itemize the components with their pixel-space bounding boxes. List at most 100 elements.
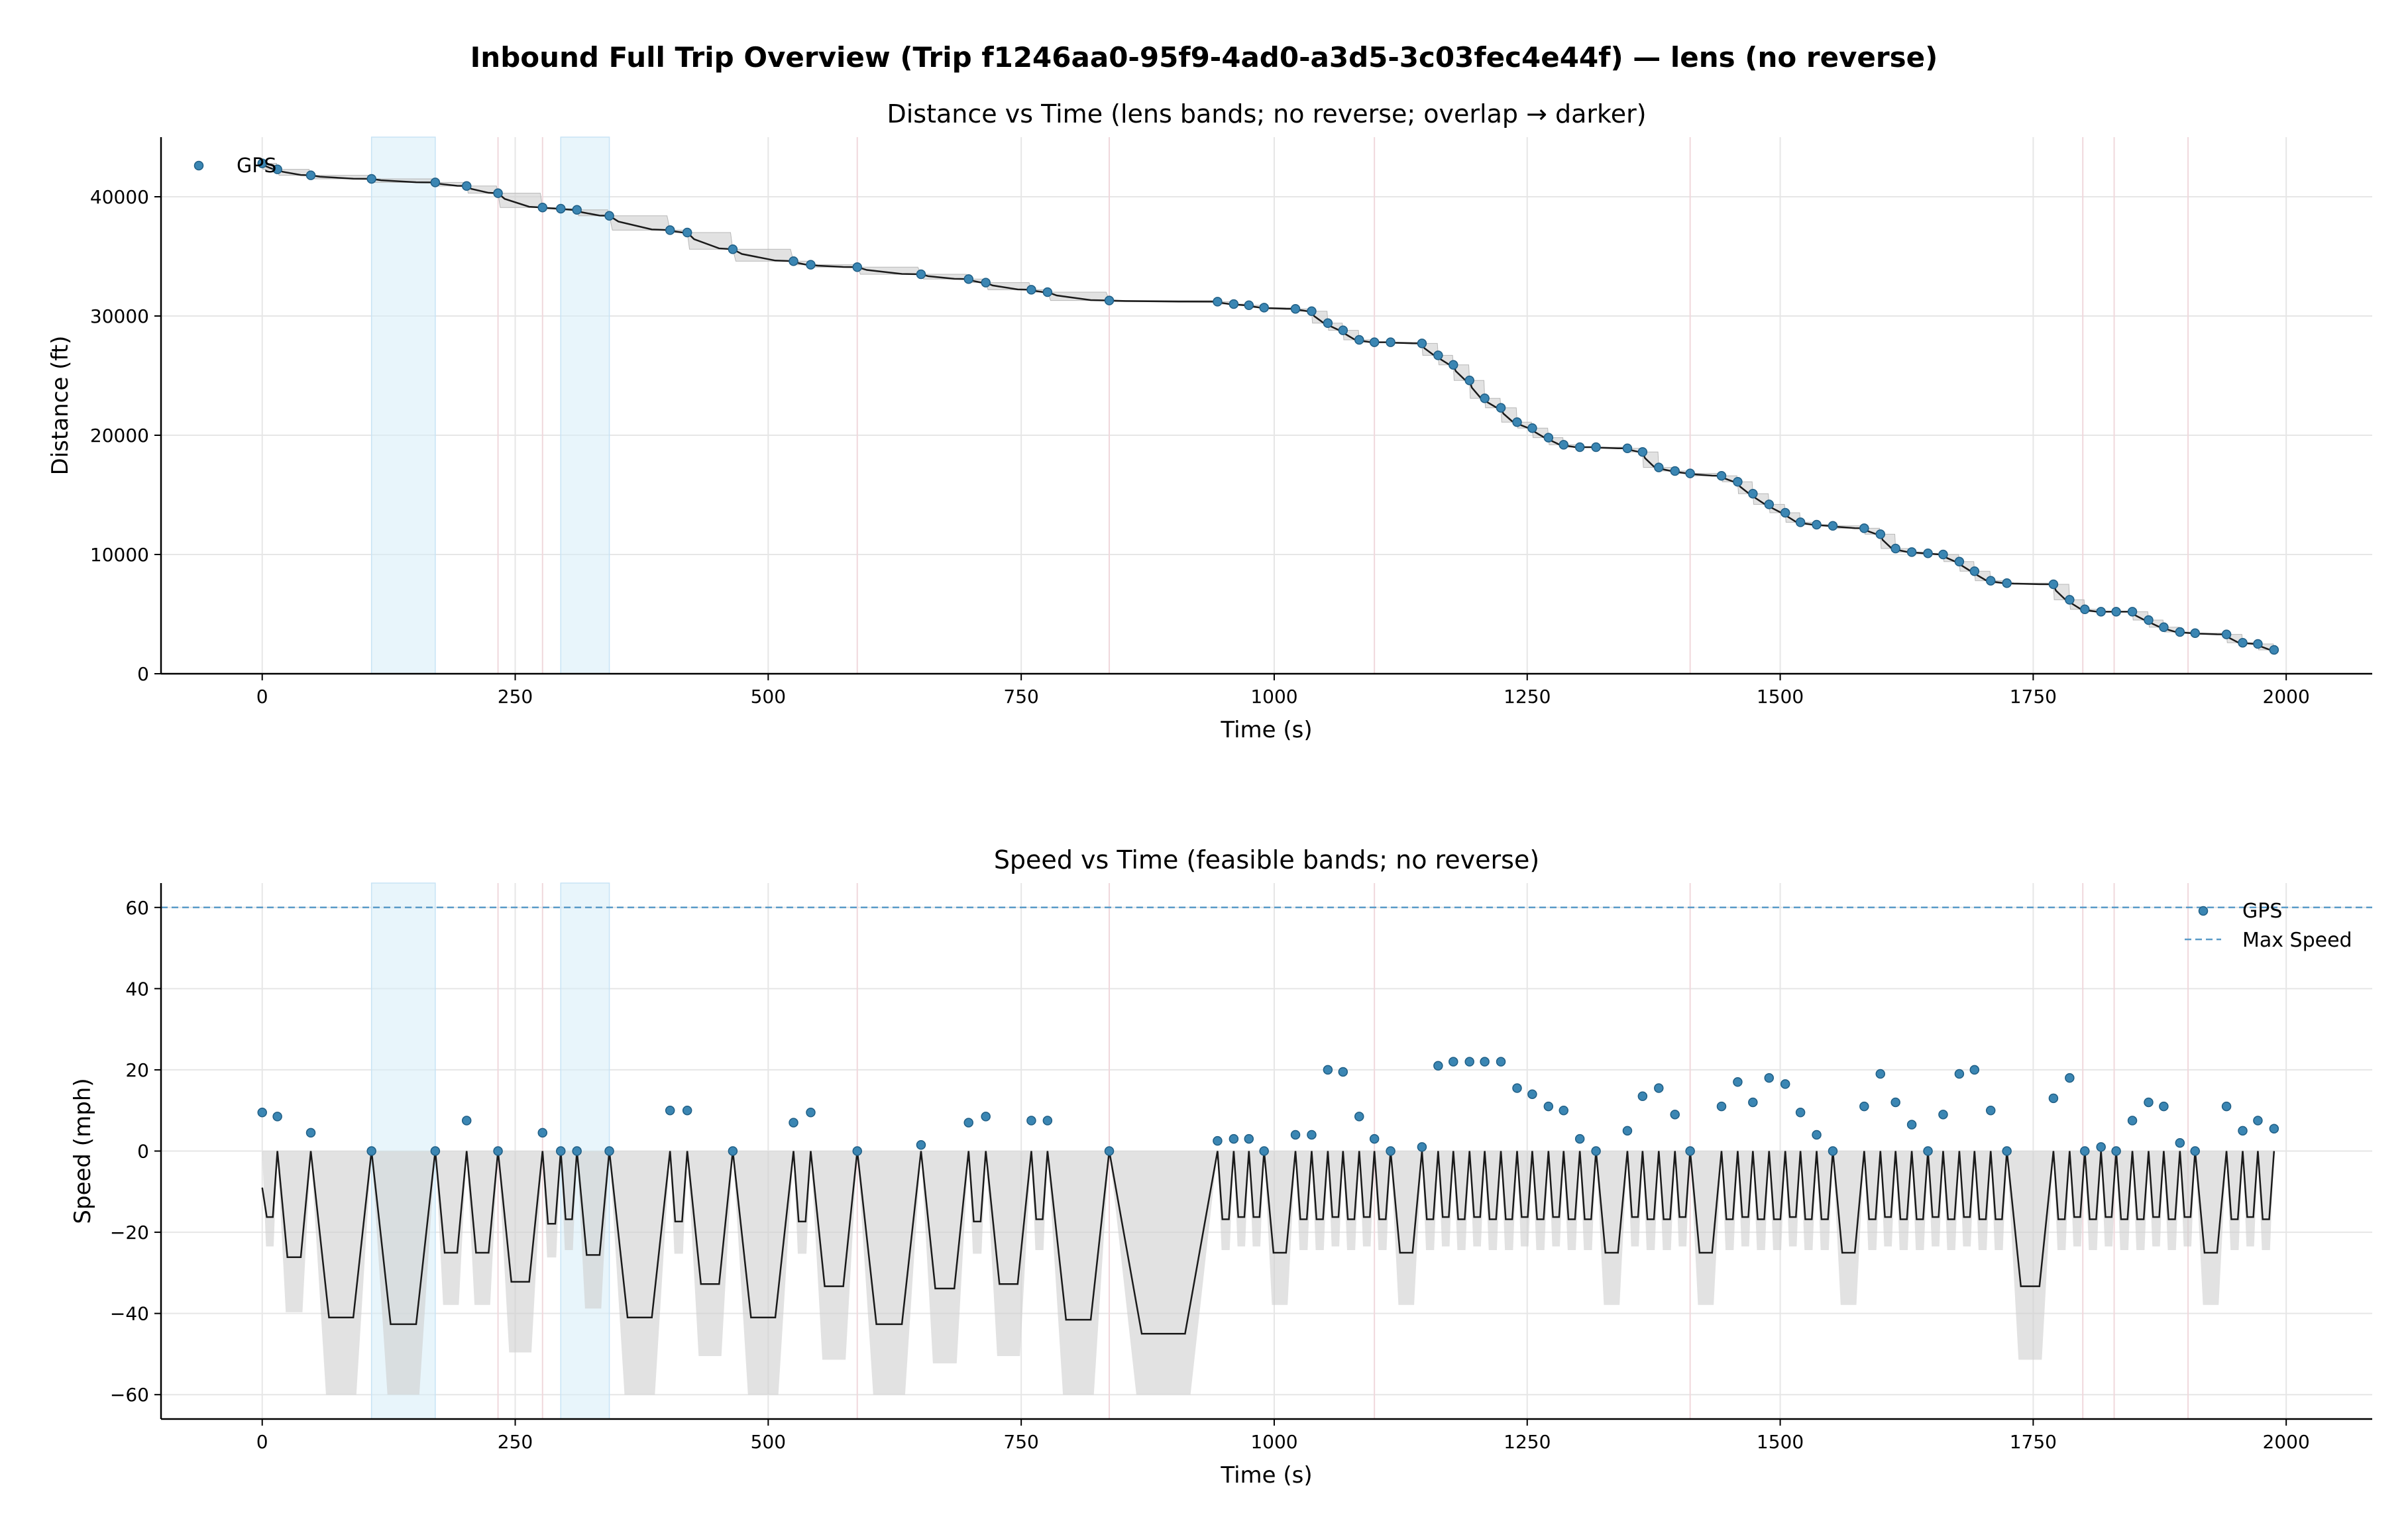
gps-point: [682, 1105, 692, 1116]
gps-point: [2127, 1116, 2138, 1126]
gps-point: [2144, 615, 2154, 625]
y-tick-label: 0: [137, 1141, 149, 1163]
gps-point: [2065, 595, 2075, 605]
x-tick-label: 0: [256, 1431, 268, 1453]
gps-point: [1923, 548, 1933, 558]
lens-band: [560, 136, 610, 674]
gps-point: [806, 260, 816, 270]
subplot-2: 0 250 500 750 1000 1250 1500 1750 2000 −60 −40 −20 0…: [70, 845, 2372, 1489]
y-axis-title: Distance (ft): [47, 336, 74, 476]
gps-point: [1042, 1116, 1053, 1126]
gps-point: [1670, 1110, 1680, 1120]
gps-point: [493, 1146, 503, 1156]
gps-point: [257, 1108, 267, 1118]
gps-point: [1543, 1101, 1554, 1112]
gps-point: [272, 1112, 282, 1122]
gps-point: [1026, 1116, 1036, 1126]
gps-point: [1637, 447, 1648, 457]
feasible-band: [262, 1151, 2274, 1395]
gps-point: [806, 1108, 816, 1118]
gps-point: [2159, 622, 2169, 633]
gps-point: [1307, 1130, 1317, 1140]
gps-point: [1480, 393, 1490, 403]
gps-point: [1464, 375, 1474, 386]
gps-point: [981, 1112, 991, 1122]
gps-point: [2175, 1137, 2185, 1148]
gps-point: [1290, 303, 1301, 314]
x-axis-title: Time (s): [1220, 717, 1312, 743]
gps-point: [1969, 1065, 1980, 1075]
x-axis-title: Time (s): [1220, 1462, 1312, 1489]
gps-point: [493, 188, 503, 198]
gps-point: [1433, 1061, 1443, 1071]
gps-point: [1938, 1110, 1948, 1120]
gps-point: [1780, 1079, 1790, 1089]
gps-point: [2253, 1116, 2263, 1126]
y-tick-label: −40: [110, 1303, 149, 1325]
gps-point: [2190, 628, 2200, 639]
gps-point: [2111, 607, 2121, 617]
y-axis-title: Speed (mph): [70, 1078, 96, 1224]
gps-point: [1512, 1083, 1522, 1093]
x-tick-label: 1000: [1250, 686, 1297, 708]
gps-point: [1906, 1120, 1917, 1130]
gps-point: [272, 164, 282, 174]
legend-gps-marker: [193, 160, 204, 171]
gps-point: [1591, 1146, 1601, 1156]
y-tick-label: 20000: [90, 425, 149, 447]
gps-point: [1496, 1057, 1506, 1067]
gps-point: [1026, 285, 1036, 295]
gps-point: [1748, 488, 1758, 499]
gps-point: [1748, 1097, 1758, 1108]
gps-point: [1323, 1065, 1333, 1075]
y-tick-label: 10000: [90, 544, 149, 566]
gps-point: [1307, 306, 1317, 317]
gps-point: [1480, 1057, 1490, 1067]
gps-point: [1954, 1069, 1965, 1079]
gps-point: [2080, 604, 2090, 615]
gps-point: [1213, 297, 1223, 307]
gps-point: [430, 178, 441, 187]
speed-line: [261, 1151, 2275, 1335]
gps-point: [1812, 1130, 1822, 1140]
gps-point: [537, 1128, 548, 1138]
gps-point: [537, 202, 548, 213]
gps-point: [2096, 1142, 2106, 1152]
gps-point: [1828, 1146, 1838, 1156]
legend-gps-marker: [2198, 906, 2209, 916]
gps-point: [682, 227, 692, 238]
gps-point: [1685, 1146, 1695, 1156]
gps-point: [963, 274, 973, 284]
gps-point: [1386, 1146, 1396, 1156]
gps-point: [257, 158, 267, 168]
subplot-title: Distance vs Time (lens bands; no reverse…: [887, 99, 1646, 129]
gps-point: [1859, 1101, 1869, 1112]
gps-point: [2159, 1101, 2169, 1112]
x-tick-label: 2000: [2263, 686, 2310, 708]
gps-point: [1290, 1130, 1301, 1140]
gps-point: [1417, 1142, 1427, 1152]
x-tick-label: 250: [498, 686, 533, 708]
gps-point: [1559, 1105, 1568, 1116]
x-tick-label: 500: [751, 686, 786, 708]
gps-point: [2127, 607, 2138, 617]
gps-point: [1780, 507, 1790, 518]
gps-point: [1104, 295, 1115, 305]
x-tick-label: 500: [751, 1431, 786, 1453]
gps-point: [963, 1118, 973, 1128]
gps-point: [1733, 1077, 1743, 1087]
gps-point: [1417, 339, 1427, 348]
gps-point: [1229, 299, 1239, 309]
gps-point: [1764, 1073, 1775, 1083]
subplot-title: Speed vs Time (feasible bands; no revers…: [994, 845, 1539, 874]
gps-point: [366, 1146, 376, 1156]
x-tick-label: 1000: [1250, 1431, 1297, 1453]
x-tick-label: 750: [1003, 1431, 1038, 1453]
y-tick-label: 40000: [90, 186, 149, 208]
legend-gps-label: GPS: [237, 154, 276, 178]
gps-point: [1985, 576, 1996, 586]
gps-point: [1259, 1146, 1269, 1156]
gps-point: [1386, 337, 1396, 347]
gps-point: [1496, 403, 1506, 413]
gps-point: [1244, 1133, 1254, 1144]
